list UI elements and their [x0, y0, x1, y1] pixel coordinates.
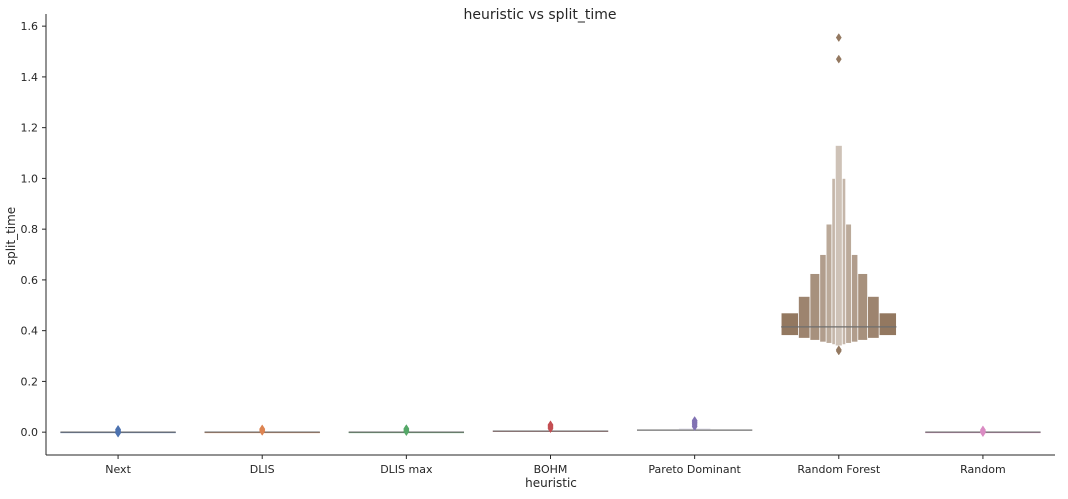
boxen-group — [636, 416, 753, 432]
outlier-point — [835, 33, 842, 43]
outlier-point — [403, 427, 410, 437]
x-axis-label: heuristic — [525, 476, 577, 490]
outlier-point — [259, 424, 266, 434]
outlier-point — [980, 428, 986, 438]
y-tick-label: 1.6 — [21, 20, 39, 33]
y-tick-label: 0.2 — [21, 375, 39, 388]
boxen-group — [348, 424, 465, 437]
boxen-group — [780, 33, 897, 356]
y-tick-label: 1.2 — [21, 122, 39, 135]
x-tick-label: DLIS — [250, 463, 275, 476]
x-tick-label: Random — [960, 463, 1006, 476]
x-tick-label: Next — [105, 463, 131, 476]
outlier-point — [115, 428, 121, 438]
boxen-group — [204, 424, 320, 436]
plot-area — [60, 33, 1041, 438]
boxen-group — [925, 425, 1041, 438]
outlier-point — [547, 420, 554, 430]
outlier-point — [835, 345, 842, 355]
y-tick-label: 1.4 — [21, 71, 39, 84]
boxen-box — [834, 145, 843, 347]
x-axis: Next DLIS DLIS max BOHM Pareto Dominant Rando… — [46, 454, 1055, 476]
x-tick-label: Pareto Dominant — [648, 463, 741, 476]
x-tick-label: DLIS max — [380, 463, 433, 476]
y-tick-label: 0.8 — [21, 223, 39, 236]
outlier-point — [835, 54, 842, 64]
y-tick-label: 0.6 — [21, 274, 39, 287]
x-tick-label: BOHM — [534, 463, 568, 476]
x-tick-label: Random Forest — [797, 463, 880, 476]
boxen-group — [492, 420, 609, 434]
y-axis-label: split_time — [4, 207, 18, 265]
chart-title: heuristic vs split_time — [464, 7, 617, 23]
outlier-point — [691, 416, 698, 425]
y-tick-label: 0.0 — [21, 426, 39, 439]
y-tick-label: 1.0 — [21, 172, 39, 185]
boxen-group — [60, 424, 176, 438]
y-axis: 0.0 0.2 0.4 0.6 0.8 1.0 1.2 1.4 1.6 — [21, 14, 47, 455]
y-tick-label: 0.4 — [21, 325, 39, 338]
